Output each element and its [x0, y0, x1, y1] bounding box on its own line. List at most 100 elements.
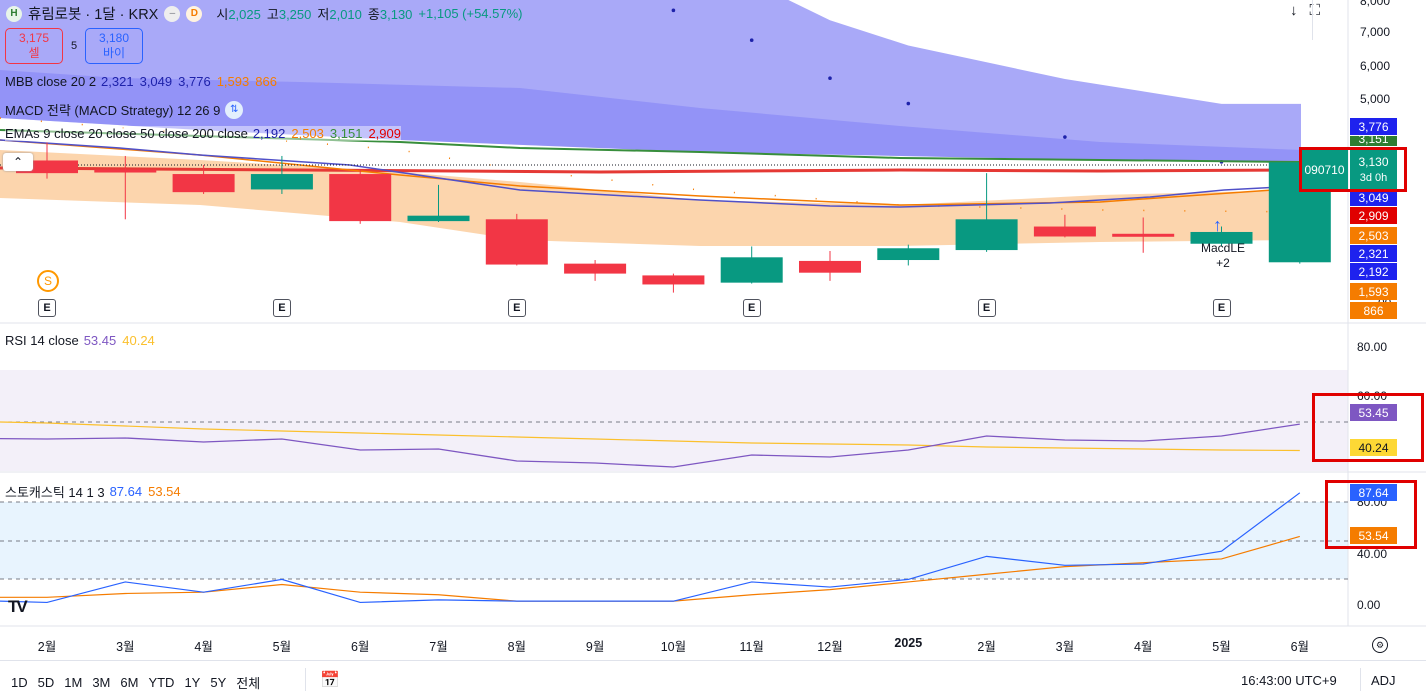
- buy-signal-arrow-icon: ↑: [1213, 215, 1222, 235]
- candle[interactable]: [1190, 226, 1253, 247]
- buy-button[interactable]: 3,180 바이: [85, 28, 143, 64]
- rsi-axis-badge: 40.24: [1350, 439, 1397, 456]
- header-actions: ↓ ⛶: [1290, 2, 1320, 19]
- candle[interactable]: [94, 155, 157, 220]
- candle[interactable]: [564, 260, 627, 281]
- candle[interactable]: [955, 173, 1018, 252]
- signal-name: MacdLE: [1200, 241, 1246, 255]
- time-axis-label: 2월: [37, 640, 57, 654]
- earnings-marker-icon[interactable]: E: [507, 299, 526, 317]
- fullscreen-icon[interactable]: ⛶: [1309, 2, 1321, 19]
- candle[interactable]: [329, 169, 392, 224]
- price-axis-badge: 3,049: [1350, 189, 1397, 206]
- candle[interactable]: [799, 250, 861, 281]
- ohlc-value: 2,010: [329, 7, 362, 22]
- price-axis-label: 5,000: [1360, 92, 1391, 106]
- ohlc-value: 3,130: [379, 7, 413, 22]
- timeframe-button[interactable]: 5D: [37, 675, 55, 690]
- time-axis-label: 10월: [660, 640, 687, 654]
- emas-legend[interactable]: EMAs 9 close 20 close 50 close 200 close…: [5, 126, 401, 141]
- price-axis-badge: 866: [1350, 302, 1397, 319]
- time-axis-label: 8월: [507, 640, 527, 654]
- rsi-legend[interactable]: RSI 14 close 53.45 40.24: [5, 333, 155, 348]
- price-axis-badge: 2,909: [1350, 207, 1397, 224]
- macd-signal-label: MacdLE +2: [1200, 241, 1246, 271]
- mbb-upper-cloud: [0, 0, 1301, 163]
- ohlc-label: 저: [317, 7, 330, 22]
- mbb-legend[interactable]: MBB close 20 2 2,321 3,049 3,776 1,593 866: [5, 74, 277, 89]
- symbol-title[interactable]: 휴림로봇 · 1달 · KRX: [28, 7, 159, 23]
- ohlc-values: 시2,025 고3,250 저2,010 종3,130: [216, 4, 412, 23]
- price-axis-label: 8,000: [1360, 0, 1391, 8]
- timeframe-button[interactable]: 3M: [92, 675, 111, 690]
- settings-gear-icon[interactable]: ⚙: [1372, 637, 1388, 653]
- timeframe-button[interactable]: YTD: [148, 675, 175, 690]
- highlight-box-rsi: [1312, 393, 1424, 462]
- candle[interactable]: [877, 244, 940, 266]
- footer-separator-2: [1360, 668, 1361, 691]
- candle[interactable]: [485, 213, 548, 266]
- rsi-value: 40.24: [122, 333, 155, 348]
- data-delay-badge: D: [186, 5, 203, 22]
- timeframe-button[interactable]: 6M: [120, 675, 139, 690]
- date-range-calendar-icon[interactable]: 📅: [320, 672, 340, 689]
- earnings-marker-icon[interactable]: E: [977, 299, 996, 317]
- earnings-marker-icon[interactable]: E: [742, 299, 761, 317]
- ema-value: 2,503: [291, 126, 324, 141]
- candle[interactable]: [1112, 217, 1175, 253]
- footer-divider: [0, 660, 1426, 661]
- stoch-value: 87.64: [109, 484, 143, 499]
- last-price-badge: 3,130 3d 0h: [1350, 150, 1397, 190]
- macd-legend-name: MACD 전략 (MACD Strategy) 12 26 9: [5, 103, 221, 118]
- timeframe-bar: 1D 5D 1M 3M 6M YTD 1Y 5Y 전체: [11, 673, 270, 691]
- price-change: +1,105 (+54.57%): [418, 6, 523, 21]
- sell-label: 셀: [28, 46, 40, 60]
- download-icon[interactable]: ↓: [1290, 2, 1298, 19]
- rsi-line: [0, 423, 1300, 468]
- mbb-mid-dot: [828, 76, 832, 80]
- time-axis-label: 2월: [977, 640, 996, 654]
- strategy-settings-icon[interactable]: ⇅: [225, 100, 244, 119]
- time-axis-label: 4월: [194, 640, 213, 654]
- price-axis-badge: 3,151: [1350, 136, 1397, 146]
- earnings-marker-icon[interactable]: E: [38, 299, 56, 317]
- candle[interactable]: [172, 165, 235, 194]
- mbb-upper-inner-cloud: [0, 70, 1301, 163]
- stoch-legend[interactable]: 스토캐스틱 14 1 3 87.64 53.54: [5, 482, 181, 501]
- mbb-mid-dot: [671, 8, 676, 13]
- rsi-legend-name: RSI 14 close: [5, 333, 79, 348]
- candle[interactable]: [642, 273, 705, 293]
- bar-countdown: 3d 0h: [1359, 172, 1388, 184]
- time-axis-label: 6월: [350, 640, 370, 654]
- candle[interactable]: [1033, 214, 1096, 238]
- buy-price: 3,180: [98, 31, 130, 45]
- macd-legend[interactable]: MACD 전략 (MACD Strategy) 12 26 9 ⇅: [5, 100, 244, 119]
- symbol-logo-icon: H: [6, 5, 22, 22]
- ema50-line: [0, 129, 1302, 163]
- timeframe-button[interactable]: 1Y: [184, 675, 201, 690]
- stoch-legend-name: 스토캐스틱 14 1 3: [5, 485, 105, 500]
- earnings-marker-icon[interactable]: E: [272, 299, 291, 317]
- collapse-legend-icon[interactable]: ⌃: [3, 153, 33, 171]
- stoch-k-line: [0, 492, 1301, 604]
- candle[interactable]: [720, 246, 783, 284]
- price-axis-badge: 2,321: [1350, 245, 1397, 262]
- dividend-marker-icon[interactable]: S: [37, 270, 59, 292]
- earnings-marker-icon[interactable]: E: [1212, 299, 1231, 317]
- timeframe-button[interactable]: 1D: [11, 675, 28, 690]
- timeframe-button[interactable]: 5Y: [210, 675, 227, 690]
- tradingview-logo[interactable]: TV: [8, 597, 28, 616]
- timeframe-button[interactable]: 전체: [236, 676, 261, 691]
- last-symbol-tag: 090710: [1301, 150, 1348, 190]
- ohlc-item: 종3,130: [368, 4, 413, 23]
- stoch-axis-label: 40.00: [1357, 547, 1388, 561]
- rsi-axis-label: 80.00: [1357, 340, 1388, 354]
- adjust-toggle[interactable]: ADJ: [1371, 673, 1396, 688]
- clock-time[interactable]: 16:43:00 UTC+9: [1241, 673, 1337, 688]
- candle[interactable]: [250, 155, 313, 194]
- timeframe-button[interactable]: 1M: [64, 675, 83, 690]
- sell-button[interactable]: 3,175 셀: [5, 28, 63, 64]
- candle[interactable]: [407, 184, 470, 223]
